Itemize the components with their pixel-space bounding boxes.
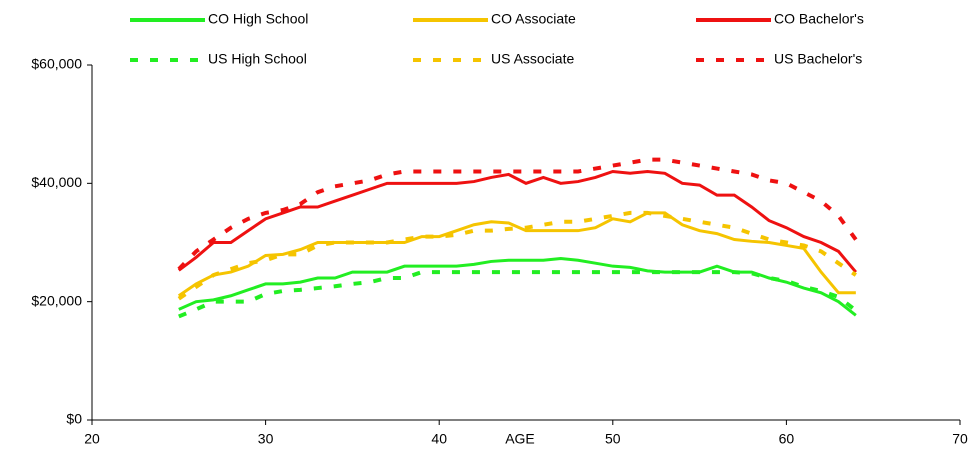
x-tick-label: 30 (258, 431, 274, 447)
series-line (177, 210, 857, 301)
legend-label: US Bachelor's (774, 51, 862, 67)
series-line (178, 256, 857, 317)
y-tick-label: $60,000 (31, 56, 82, 72)
legend-label: CO High School (208, 11, 308, 27)
x-tick-label: 70 (952, 431, 968, 447)
y-tick-label: $40,000 (31, 174, 82, 190)
series-line (177, 211, 856, 297)
x-tick-label: 40 (431, 431, 447, 447)
x-tick-label: 50 (605, 431, 621, 447)
series-line (177, 157, 858, 271)
x-tick-label: 60 (779, 431, 795, 447)
legend-label: CO Bachelor's (774, 11, 864, 27)
legend-label: US Associate (491, 51, 574, 67)
y-tick-label: $0 (66, 411, 82, 427)
x-axis-label: AGE (505, 431, 535, 447)
y-tick-label: $20,000 (31, 292, 82, 308)
legend-label: CO Associate (491, 11, 576, 27)
series-line (178, 270, 858, 319)
legend-label: US High School (208, 51, 307, 67)
series-line (177, 169, 857, 274)
x-tick-label: 20 (84, 431, 100, 447)
